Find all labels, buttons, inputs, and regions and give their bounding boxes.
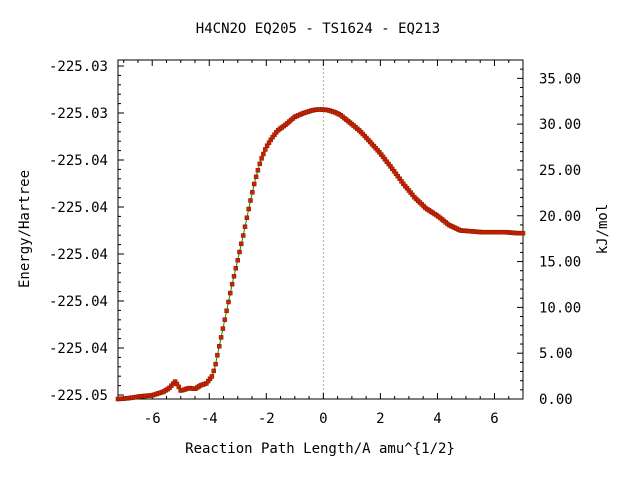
data-point — [237, 249, 242, 255]
data-point — [233, 266, 239, 271]
x-tick-label: 6 — [490, 411, 498, 427]
data-point — [226, 299, 231, 305]
x-tick-label: -2 — [258, 411, 275, 427]
y-right-tick-label: 20.00 — [539, 209, 581, 225]
y-right-tick-label: 25.00 — [539, 163, 581, 179]
y-right-tick-label: 5.00 — [539, 346, 573, 362]
data-point — [215, 352, 220, 358]
y-right-tick-label: 15.00 — [539, 255, 581, 271]
data-point — [263, 147, 268, 152]
y-left-tick-label: -225.04 — [49, 200, 108, 216]
y-right-tick-label: 35.00 — [539, 71, 581, 87]
data-point — [259, 156, 264, 161]
y-left-tick-label: -225.04 — [49, 153, 108, 169]
data-point — [250, 190, 255, 195]
y-left-tick-label: -225.03 — [49, 106, 108, 122]
y-right-axis-label: kJ/mol — [595, 204, 611, 255]
data-point — [244, 215, 250, 221]
y-left-tick-label: -225.05 — [49, 388, 108, 404]
data-point — [209, 374, 215, 379]
x-axis-label: Reaction Path Length/A amu^{1/2} — [185, 441, 455, 457]
series-markers — [115, 107, 526, 402]
y-right-tick-label: 30.00 — [539, 117, 581, 133]
x-tick-label: 2 — [376, 411, 384, 427]
y-left-tick-label: -225.03 — [49, 59, 108, 75]
data-point — [240, 233, 246, 238]
chart-title: H4CN2O EQ205 - TS1624 - EQ213 — [196, 21, 440, 37]
data-point — [231, 274, 237, 279]
data-point — [213, 361, 218, 367]
y-right-tick-label: 10.00 — [539, 300, 581, 316]
y-left-tick-label: -225.04 — [49, 247, 108, 263]
data-point — [251, 181, 257, 187]
data-point — [217, 344, 222, 349]
data-point — [228, 290, 233, 296]
y-left-axis-ticks: -225.05 -225.04 -225.04 -225.04 -225.04 -225.… — [49, 59, 124, 404]
y-left-axis-label: Energy/Hartree — [17, 170, 33, 288]
data-point — [220, 326, 226, 331]
x-tick-label: -4 — [201, 411, 218, 427]
data-point — [239, 241, 244, 247]
x-axis-ticks: -6 -4 -2 0 2 4 6 — [123, 60, 524, 427]
data-point — [242, 224, 248, 229]
data-point — [224, 308, 229, 314]
data-point — [520, 230, 526, 236]
data-point — [246, 206, 251, 212]
y-right-axis-ticks: 0.00 5.00 10.00 15.00 20.00 25.00 30.00 35.00 — [517, 68, 581, 408]
data-point — [229, 281, 235, 287]
data-point — [222, 317, 228, 322]
x-tick-label: 0 — [319, 411, 327, 427]
x-tick-label: 4 — [433, 411, 441, 427]
data-point — [235, 258, 240, 263]
y-left-tick-label: -225.04 — [49, 341, 108, 357]
y-right-tick-label: 0.00 — [539, 392, 573, 408]
plot-frame — [117, 59, 524, 400]
data-point — [255, 168, 261, 173]
y-left-tick-label: -225.04 — [49, 294, 108, 310]
x-tick-label: -6 — [144, 411, 161, 427]
data-point — [218, 335, 224, 340]
data-point — [261, 151, 266, 157]
data-point — [257, 161, 263, 167]
data-point — [211, 368, 216, 374]
series-line — [117, 109, 523, 400]
data-point — [253, 174, 259, 180]
data-point — [248, 198, 253, 203]
